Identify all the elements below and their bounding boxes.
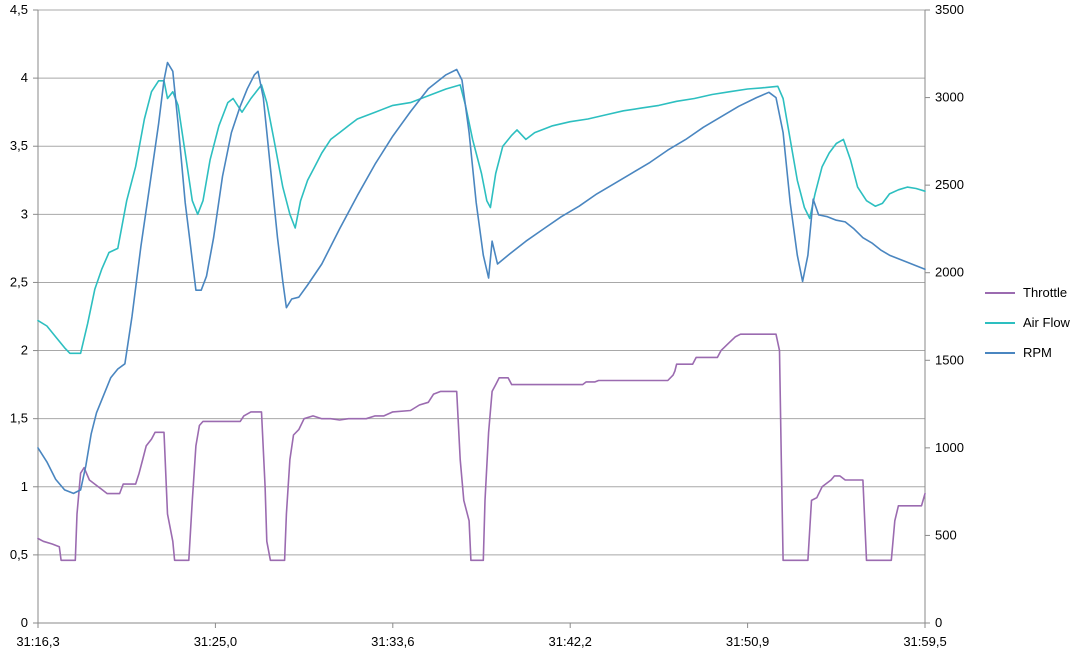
- y-right-tick-label: 2500: [935, 177, 964, 192]
- series-lines: [37, 61, 926, 562]
- gridlines: [38, 9, 925, 556]
- y-left-tick-label: 3: [21, 206, 28, 221]
- legend: Throttle Air Flow RPM: [985, 285, 1071, 360]
- y-left-tick-label: 1: [21, 479, 28, 494]
- y-right-tick-label: 3500: [935, 2, 964, 17]
- y-right-tick-label: 2000: [935, 265, 964, 280]
- x-tick-label: 31:16,3: [16, 634, 59, 649]
- x-tick-label: 31:42,2: [549, 634, 592, 649]
- y-left-tick-label: 4,5: [10, 2, 28, 17]
- y-right-tick-label: 1000: [935, 440, 964, 455]
- y-right-tick-label: 500: [935, 527, 957, 542]
- y-left-tick-label: 0,5: [10, 547, 28, 562]
- series-line-rpm: [37, 61, 926, 495]
- y-left-tick-label: 2,5: [10, 274, 28, 289]
- axes: [33, 9, 930, 628]
- series-line-air-flow: [37, 80, 926, 355]
- x-tick-label: 31:25,0: [194, 634, 237, 649]
- y-left-tick-label: 0: [21, 615, 28, 630]
- legend-label-rpm: RPM: [1023, 345, 1052, 360]
- y-left-tick-label: 4: [21, 70, 28, 85]
- x-tick-label: 31:59,5: [903, 634, 946, 649]
- x-tick-label: 31:50,9: [726, 634, 769, 649]
- y-left-tick-label: 2: [21, 343, 28, 358]
- y-left-tick-label: 3,5: [10, 138, 28, 153]
- y-right-tick-label: 0: [935, 615, 942, 630]
- legend-label-air-flow: Air Flow: [1023, 315, 1071, 330]
- legend-label-throttle: Throttle: [1023, 285, 1067, 300]
- series-line-throttle: [37, 333, 926, 562]
- y-left-tick-label: 1,5: [10, 411, 28, 426]
- y-right-tick-label: 1500: [935, 352, 964, 367]
- x-tick-label: 31:33,6: [371, 634, 414, 649]
- tick-labels: 0 0,5 1 1,5 2 2,5 3 3,5 4 4,5 0 500 1000 1500 2000 2500…: [10, 2, 964, 649]
- y-right-tick-label: 3000: [935, 90, 964, 105]
